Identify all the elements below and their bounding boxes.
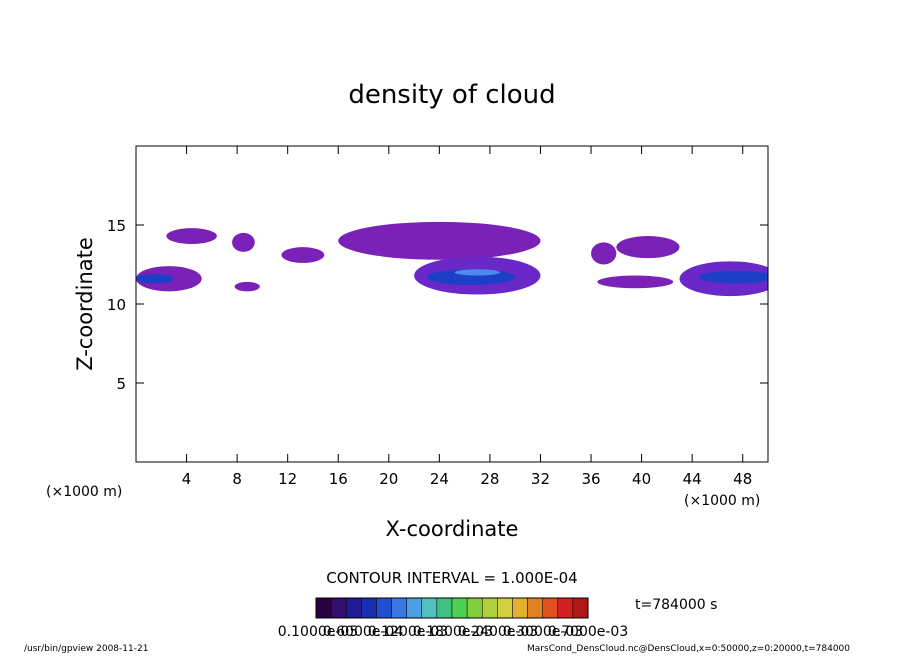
x-tick-label: 24	[430, 470, 449, 488]
y-axis-label: Z-coordinate	[73, 237, 97, 371]
colorbar-swatch	[572, 597, 589, 619]
cloud-region	[698, 270, 768, 284]
colorbar-swatch	[406, 597, 423, 619]
colorbar-swatch	[391, 597, 407, 619]
colorbar-swatch	[481, 597, 498, 619]
x-tick-label: 44	[683, 470, 702, 488]
time-label: t=784000 s	[635, 597, 717, 613]
x-tick-label: 20	[379, 470, 398, 488]
colorbar-label: 0.2400e-03	[458, 624, 538, 640]
cloud-region	[281, 247, 325, 263]
x-tick-label: 28	[480, 470, 499, 488]
x-tick-label: 4	[182, 470, 192, 488]
contour-interval: CONTOUR INTERVAL = 1.000E-04	[326, 569, 577, 587]
colorbar-label: 0.6000e-04	[323, 624, 404, 640]
colorbar-swatch	[451, 597, 468, 619]
chart-title: density of cloud	[348, 80, 555, 110]
y-tick-label: 15	[107, 217, 126, 235]
y-tick-label: 5	[116, 375, 126, 393]
x-tick-label: 16	[329, 470, 348, 488]
cloud-region	[616, 236, 680, 259]
colorbar-swatch	[315, 597, 332, 619]
x-tick-label: 8	[232, 470, 242, 488]
cloud-region	[234, 281, 260, 292]
x-tick-label: 36	[581, 470, 600, 488]
cloud-region	[591, 242, 617, 265]
y-tick-label: 10	[107, 296, 126, 314]
x-unit: (×1000 m)	[46, 484, 122, 500]
colorbar-swatch	[542, 597, 559, 619]
colorbar-swatch	[512, 597, 528, 619]
footer: /usr/bin/gpview 2008-11-21	[24, 644, 148, 654]
x-tick-label: 48	[733, 470, 752, 488]
x-axis-label: X-coordinate	[386, 517, 519, 541]
cloud-region	[597, 275, 674, 289]
colorbar-swatch	[421, 597, 438, 619]
colorbar-label: 0.7000e-03	[548, 624, 628, 640]
contour-fill	[136, 221, 768, 297]
cloud-region	[454, 269, 501, 276]
colorbar-swatch	[527, 597, 543, 619]
colorbar-label: 0.1800e-03	[413, 624, 493, 640]
cloud-region	[166, 228, 217, 244]
colorbar-label: 0.1000e-05	[278, 624, 358, 640]
cloud-region	[136, 273, 174, 284]
colorbar-swatch	[361, 597, 377, 619]
footer: MarsCond_DensCloud.nc@DensCloud,x=0:5000…	[527, 644, 850, 654]
plot-frame	[135, 145, 769, 463]
colorbar-swatch	[497, 597, 513, 619]
x-tick-label: 32	[531, 470, 550, 488]
colorbar-label: 0.1200e-03	[368, 624, 448, 640]
colorbar-frame	[315, 597, 589, 619]
cloud-region	[232, 232, 255, 252]
colorbar-label: 0.3000e-03	[503, 624, 583, 640]
cloud-region	[338, 221, 541, 260]
x-unit: (×1000 m)	[684, 493, 760, 509]
x-tick-label: 40	[632, 470, 651, 488]
x-tick-label: 12	[278, 470, 297, 488]
colorbar-swatch	[345, 597, 362, 619]
colorbar-swatch	[436, 597, 453, 619]
colorbar-swatch	[557, 597, 574, 619]
colorbar-swatch	[466, 597, 483, 619]
colorbar-swatch	[330, 597, 347, 619]
colorbar-swatch	[376, 597, 392, 619]
